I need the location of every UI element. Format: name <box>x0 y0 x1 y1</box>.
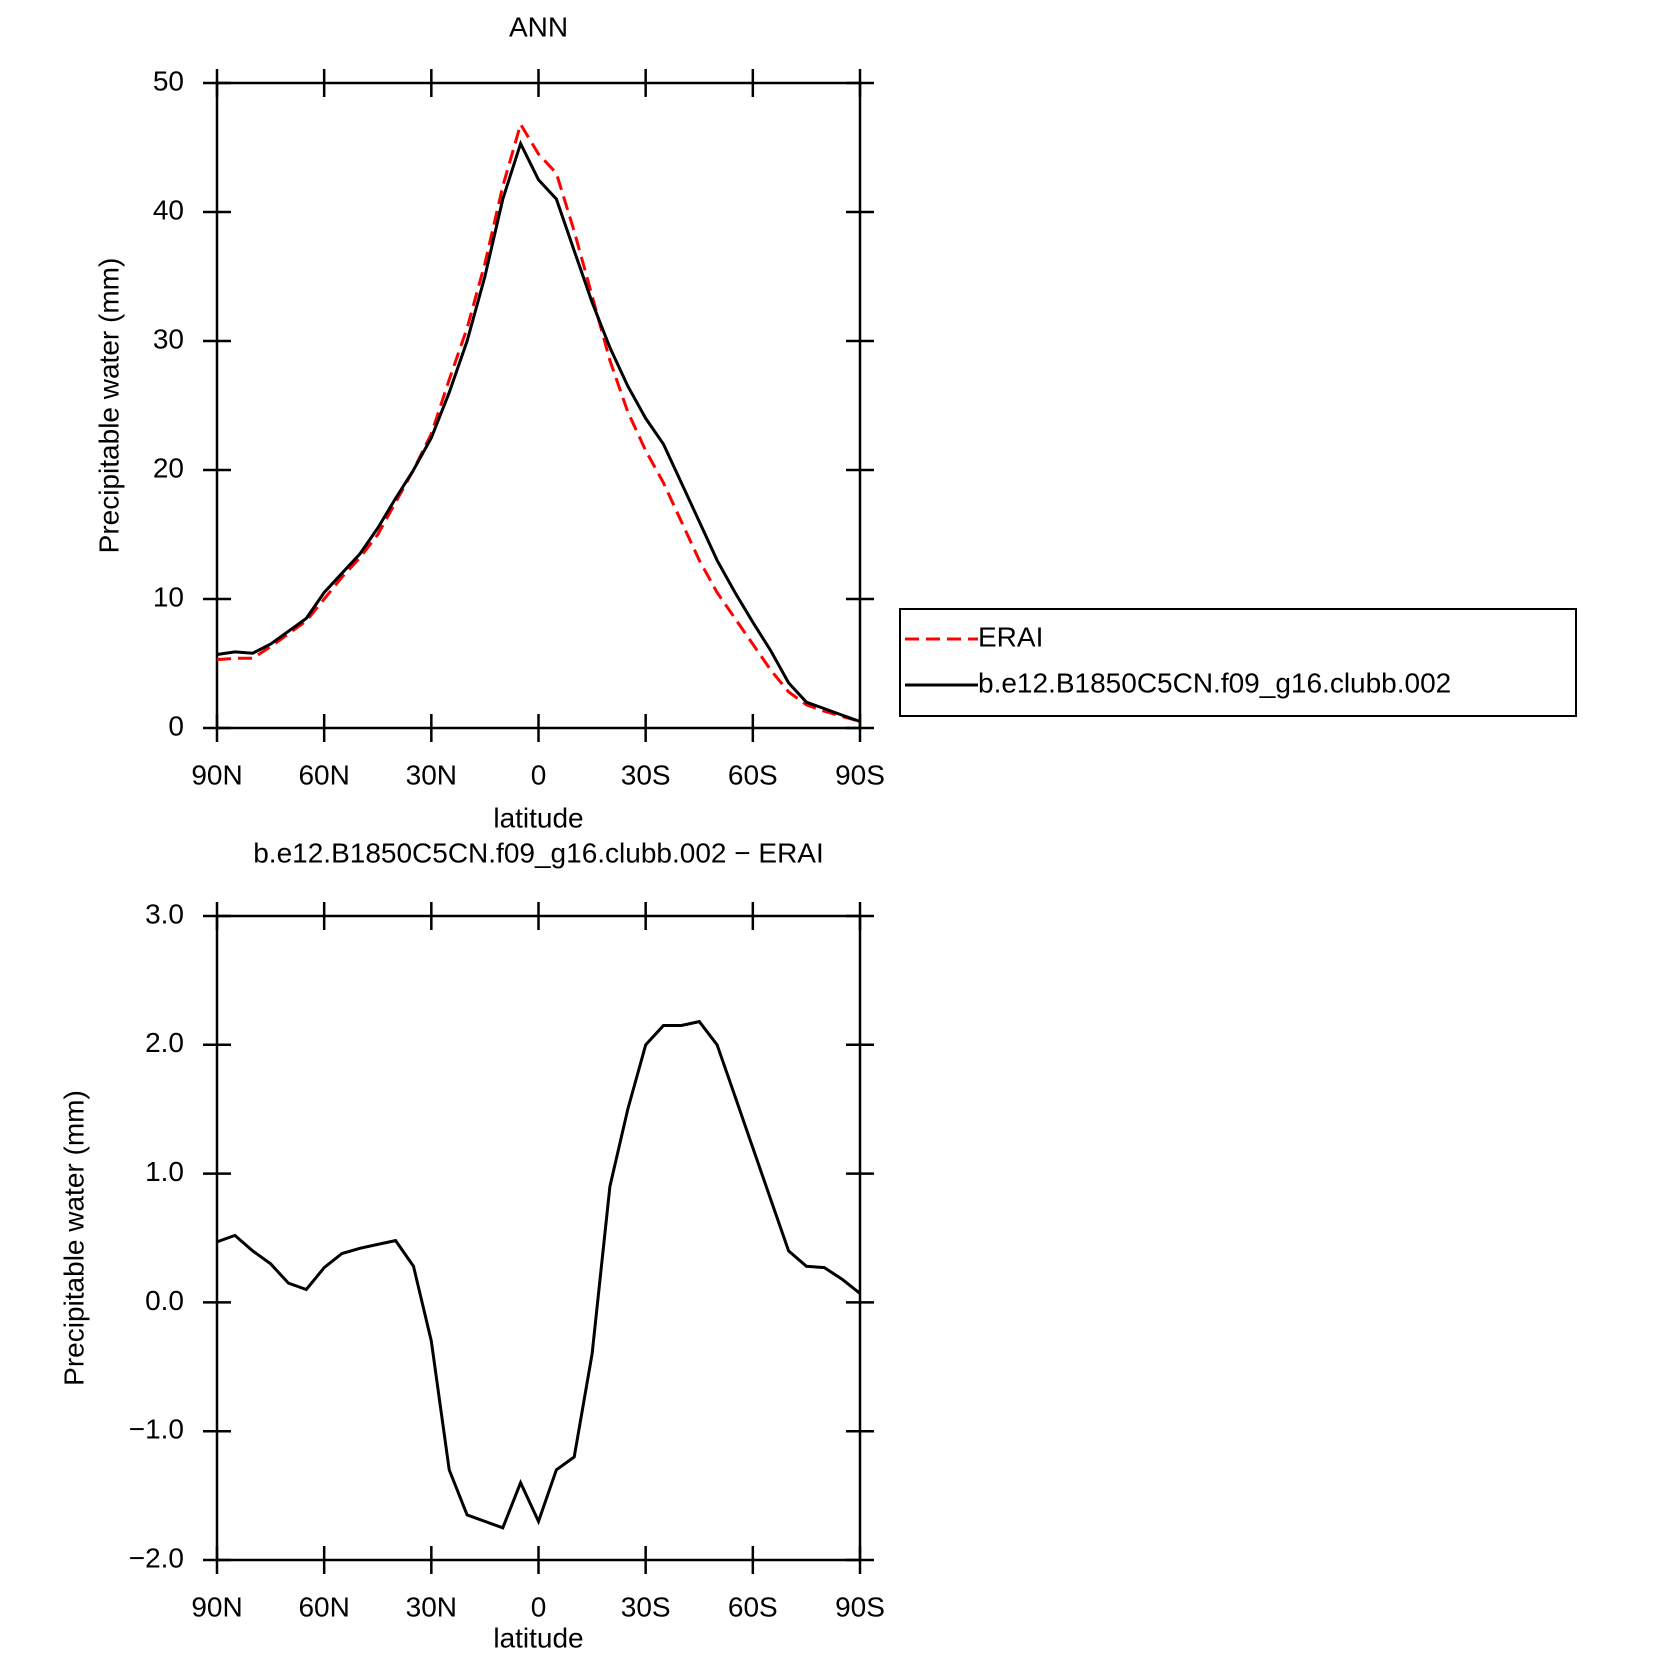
data-line <box>216 1019 861 1530</box>
data-line <box>216 120 861 723</box>
y-tick-label: 30 <box>153 323 184 354</box>
x-tick-label: 90S <box>835 759 885 790</box>
x-tick-label: 30S <box>621 759 671 790</box>
y-axis-label: Precipitable water (mm) <box>93 258 124 554</box>
x-tick-label: 60S <box>728 1591 778 1622</box>
x-tick-label: 30N <box>406 1591 457 1622</box>
y-tick-label: 10 <box>153 581 184 612</box>
x-axis-label: latitude <box>493 802 583 833</box>
y-tick-label: −1.0 <box>129 1414 184 1445</box>
x-tick-label: 60N <box>298 759 349 790</box>
x-tick-label: 90N <box>191 759 242 790</box>
y-tick-label: 3.0 <box>145 898 184 929</box>
y-tick-label: 0 <box>168 710 184 741</box>
data-line <box>216 139 861 723</box>
y-tick-label: 40 <box>153 194 184 225</box>
y-tick-label: 2.0 <box>145 1027 184 1058</box>
x-tick-label: 60S <box>728 759 778 790</box>
y-tick-label: 0.0 <box>145 1285 184 1316</box>
y-tick-label: 20 <box>153 452 184 483</box>
x-tick-label: 90S <box>835 1591 885 1622</box>
x-tick-label: 90N <box>191 1591 242 1622</box>
x-tick-label: 30S <box>621 1591 671 1622</box>
x-tick-label: 60N <box>298 1591 349 1622</box>
legend-label: ERAI <box>978 621 1043 652</box>
chart-title: ANN <box>509 11 568 42</box>
y-axis-label: Precipitable water (mm) <box>58 1090 89 1386</box>
legend-label: b.e12.B1850C5CN.f09_g16.clubb.002 <box>978 667 1451 698</box>
y-tick-label: 50 <box>153 65 184 96</box>
plot-frame <box>215 81 862 730</box>
chart-title: b.e12.B1850C5CN.f09_g16.clubb.002 − ERAI <box>253 837 824 868</box>
x-tick-label: 0 <box>531 759 547 790</box>
y-tick-label: 1.0 <box>145 1156 184 1187</box>
plot-frame <box>215 914 862 1562</box>
legend-box <box>899 608 1577 717</box>
y-tick-label: −2.0 <box>129 1542 184 1573</box>
x-axis-label: latitude <box>493 1622 583 1653</box>
x-tick-label: 30N <box>406 759 457 790</box>
x-tick-label: 0 <box>531 1591 547 1622</box>
